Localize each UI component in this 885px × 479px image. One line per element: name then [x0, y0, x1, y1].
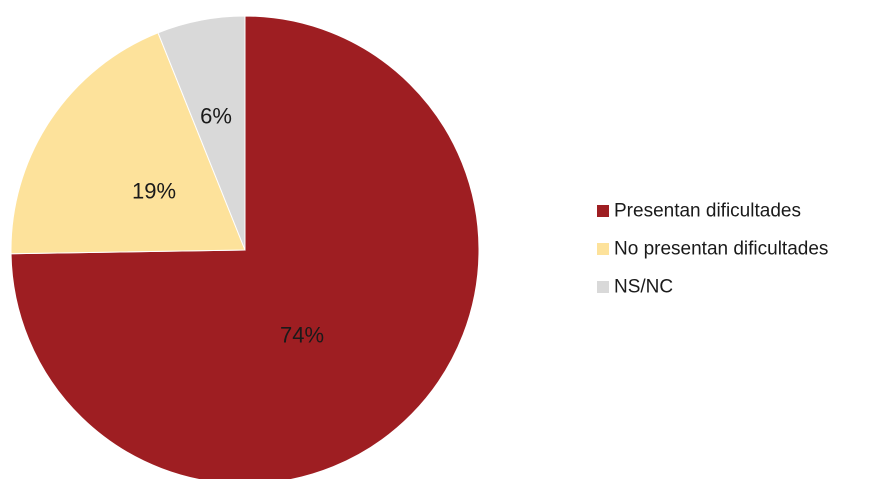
pie-slices — [10, 15, 480, 479]
legend-label-ns-nc: NS/NC — [614, 277, 673, 298]
data-label-ns-nc: 6% — [200, 104, 232, 129]
legend-label-no-presentan-dificultades: No presentan dificultades — [614, 239, 828, 260]
pie-data-labels: 74% 19% 6% — [132, 104, 324, 348]
pie-slice-no-presentan-dificultades — [10, 32, 246, 255]
data-label-presentan-dificultades: 74% — [280, 323, 324, 348]
legend-swatch-no-presentan-dificultades — [597, 243, 609, 255]
legend-swatch-presentan-dificultades — [597, 205, 609, 217]
legend-swatch-ns-nc — [597, 281, 609, 293]
legend: Presentan dificultades No presentan dific… — [597, 201, 828, 298]
pie-slice-ns-nc — [157, 15, 246, 251]
legend-label-presentan-dificultades: Presentan dificultades — [614, 201, 801, 222]
data-label-no-presentan-dificultades: 19% — [132, 179, 176, 204]
